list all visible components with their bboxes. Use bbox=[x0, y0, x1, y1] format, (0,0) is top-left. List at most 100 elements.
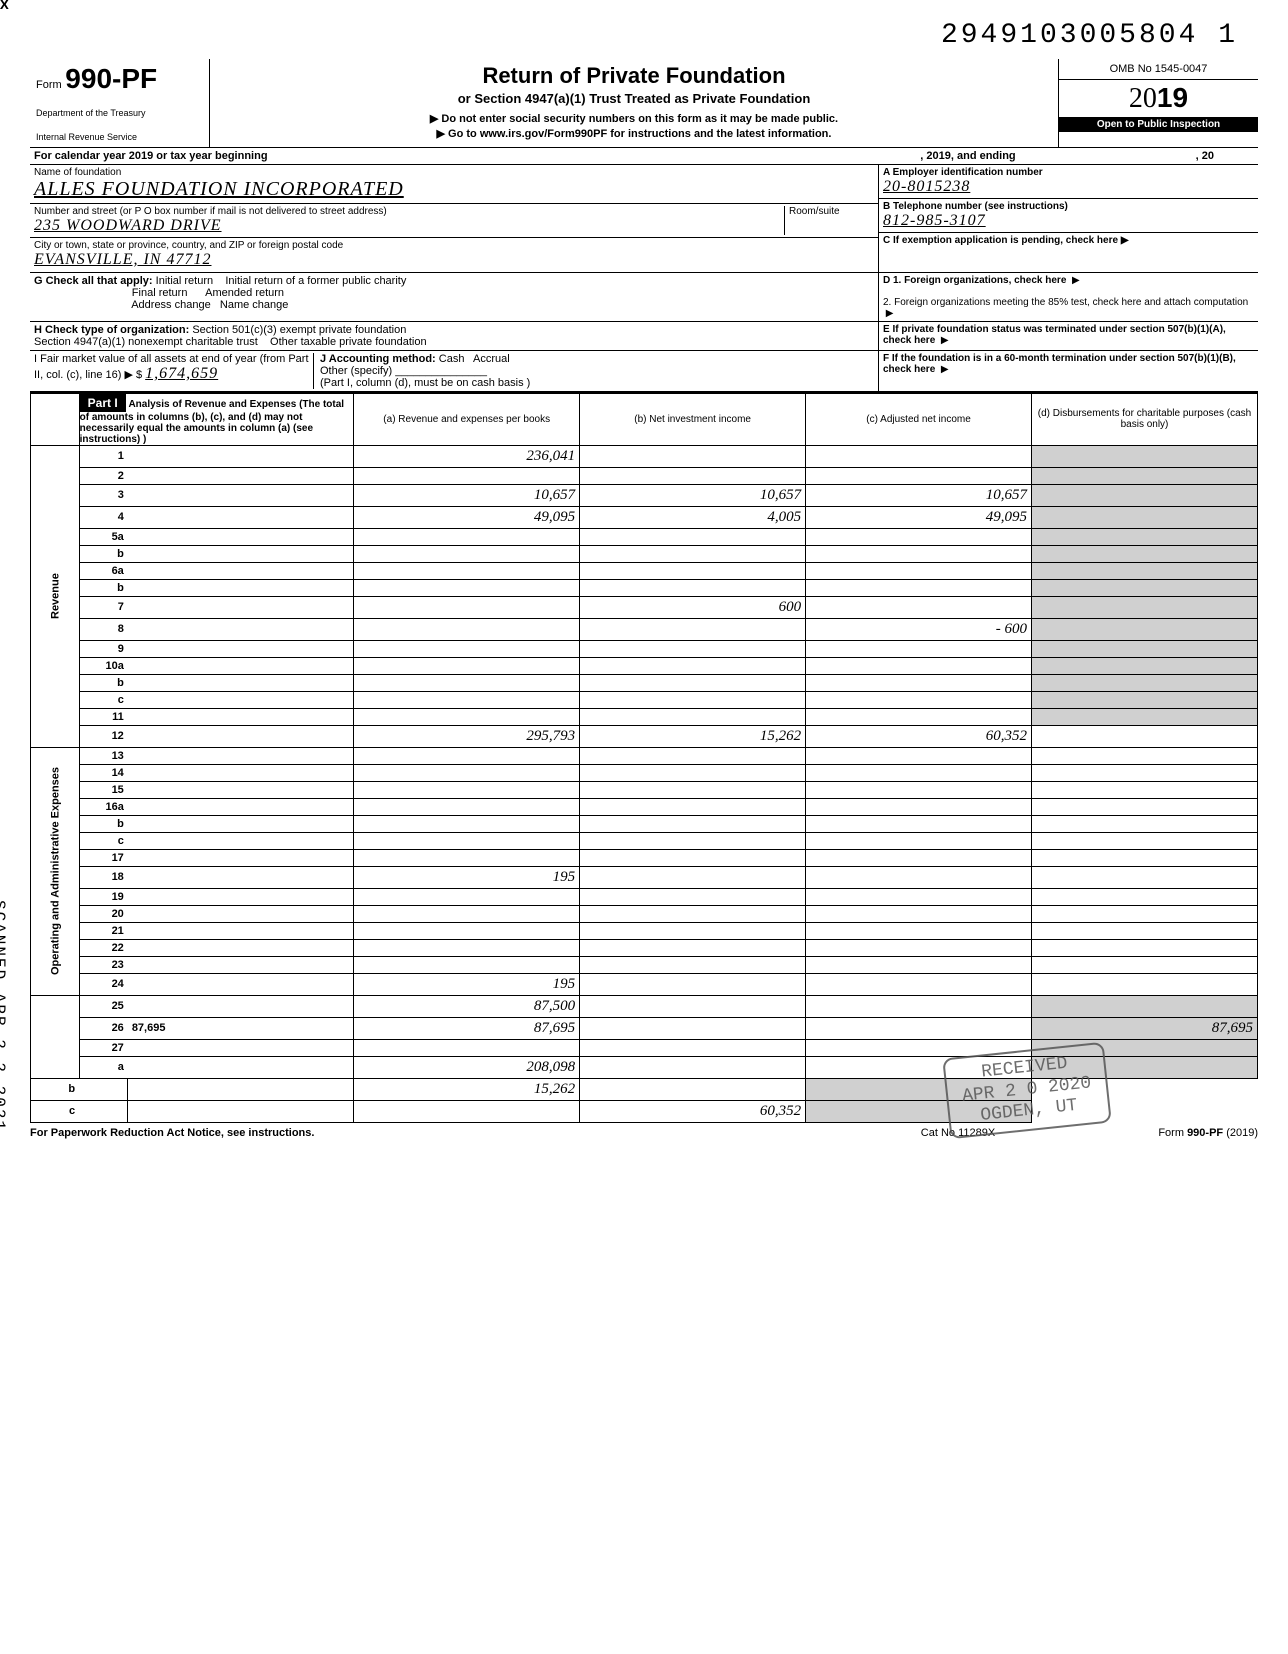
row-num: 27 bbox=[79, 1039, 128, 1056]
row-desc bbox=[128, 905, 354, 922]
row-val-a bbox=[354, 674, 580, 691]
row-val-a bbox=[354, 579, 580, 596]
row-val-a bbox=[354, 545, 580, 562]
revenue-label: Revenue bbox=[31, 445, 80, 747]
table-row: 26 87,695 87,695 87,695 bbox=[31, 1017, 1258, 1039]
row-desc bbox=[128, 506, 354, 528]
row-val-b bbox=[580, 888, 806, 905]
row-val-d bbox=[1032, 832, 1258, 849]
row-val-a: 195 bbox=[354, 866, 580, 888]
row-num: 25 bbox=[79, 995, 128, 1017]
row-desc bbox=[128, 798, 354, 815]
row-val-c: - 600 bbox=[806, 618, 1032, 640]
col-a-head: (a) Revenue and expenses per books bbox=[354, 393, 580, 445]
box-d2: 2. Foreign organizations meeting the 85%… bbox=[883, 297, 1248, 308]
row-val-a: 49,095 bbox=[354, 506, 580, 528]
row-val-c bbox=[806, 545, 1032, 562]
row-val-b bbox=[580, 467, 806, 484]
row-desc bbox=[128, 640, 354, 657]
row-val-b bbox=[580, 832, 806, 849]
j-other-label: Other (specify) bbox=[320, 365, 392, 377]
box-c: C If exemption application is pending, c… bbox=[879, 233, 1258, 267]
row-val-d bbox=[1032, 640, 1258, 657]
row-val-d bbox=[1032, 506, 1258, 528]
row-val-b bbox=[580, 691, 806, 708]
row-val-c bbox=[806, 1017, 1032, 1039]
dept-irs: Internal Revenue Service bbox=[36, 133, 203, 143]
row-val-d bbox=[1032, 798, 1258, 815]
row-val-c bbox=[806, 866, 1032, 888]
row-val-c bbox=[580, 1078, 806, 1100]
row-desc bbox=[128, 725, 354, 747]
table-row: 5a bbox=[31, 528, 1258, 545]
calendar-year-row: For calendar year 2019 or tax year begin… bbox=[30, 148, 1258, 165]
row-val-b bbox=[580, 657, 806, 674]
row-num: a bbox=[79, 1056, 128, 1078]
row-val-b: 15,262 bbox=[580, 725, 806, 747]
row-val-a bbox=[354, 781, 580, 798]
row-val-c bbox=[806, 888, 1032, 905]
row-val-d bbox=[1032, 484, 1258, 506]
public-inspection: Open to Public Inspection bbox=[1059, 117, 1258, 132]
row-val-b: 4,005 bbox=[580, 506, 806, 528]
row-val-a bbox=[354, 640, 580, 657]
table-row: 25 87,500 bbox=[31, 995, 1258, 1017]
row-num: 9 bbox=[79, 640, 128, 657]
row-num: 20 bbox=[79, 905, 128, 922]
box-c-label: C If exemption application is pending, c… bbox=[883, 235, 1129, 246]
row-val-c bbox=[806, 528, 1032, 545]
row-val-a bbox=[354, 747, 580, 764]
footer-left: For Paperwork Reduction Act Notice, see … bbox=[30, 1127, 858, 1139]
col-d-head: (d) Disbursements for charitable purpose… bbox=[1032, 393, 1258, 445]
g-opt-3: Amended return bbox=[205, 287, 284, 299]
table-row: 8 - 600 bbox=[31, 618, 1258, 640]
foundation-addr: 235 WOODWARD DRIVE bbox=[34, 217, 784, 235]
room-label: Room/suite bbox=[789, 206, 874, 217]
row-val-c bbox=[806, 798, 1032, 815]
table-row: 24 195 bbox=[31, 973, 1258, 995]
row-desc bbox=[128, 467, 354, 484]
row-num: b bbox=[79, 674, 128, 691]
row-val-c bbox=[806, 764, 1032, 781]
form-number-cell: Form 990-PF Department of the Treasury I… bbox=[30, 59, 210, 147]
row-val-d bbox=[1032, 939, 1258, 956]
row-num: 23 bbox=[79, 956, 128, 973]
row-val-a bbox=[354, 764, 580, 781]
j-cash-label: Cash bbox=[439, 353, 465, 365]
footer: For Paperwork Reduction Act Notice, see … bbox=[30, 1123, 1258, 1139]
row-val-d bbox=[1032, 866, 1258, 888]
row-desc bbox=[128, 747, 354, 764]
row-desc bbox=[128, 866, 354, 888]
table-row: 2 bbox=[31, 467, 1258, 484]
row-val-c bbox=[806, 708, 1032, 725]
row-val-d bbox=[1032, 956, 1258, 973]
row-val-c bbox=[806, 815, 1032, 832]
row-desc bbox=[79, 1078, 128, 1100]
row-num: 16a bbox=[79, 798, 128, 815]
box-d1: D 1. Foreign organizations, check here bbox=[883, 275, 1066, 286]
row-val-a bbox=[354, 798, 580, 815]
g-opt-2: Final return bbox=[132, 287, 188, 299]
row-val-c bbox=[806, 1039, 1032, 1056]
table-row: 23 bbox=[31, 956, 1258, 973]
table-row: c 60,352 bbox=[31, 1100, 1258, 1122]
row-num: 4 bbox=[79, 506, 128, 528]
row-val-c bbox=[806, 849, 1032, 866]
table-row: 16a bbox=[31, 798, 1258, 815]
row-val-b bbox=[580, 674, 806, 691]
row-val-d bbox=[1032, 781, 1258, 798]
row-num: 19 bbox=[79, 888, 128, 905]
row-ij: I Fair market value of all assets at end… bbox=[30, 351, 1258, 393]
city-label: City or town, state or province, country… bbox=[34, 240, 874, 251]
h-opt-3: Other taxable private foundation bbox=[270, 336, 427, 348]
row-val-a bbox=[354, 905, 580, 922]
col-b-head: (b) Net investment income bbox=[580, 393, 806, 445]
row-desc bbox=[128, 691, 354, 708]
foundation-city: EVANSVILLE, IN 47712 bbox=[34, 251, 874, 269]
row-num: b bbox=[79, 815, 128, 832]
row-val-a bbox=[354, 1039, 580, 1056]
row-desc bbox=[128, 708, 354, 725]
row-desc bbox=[128, 657, 354, 674]
row-val-c bbox=[806, 640, 1032, 657]
row-num: 8 bbox=[79, 618, 128, 640]
